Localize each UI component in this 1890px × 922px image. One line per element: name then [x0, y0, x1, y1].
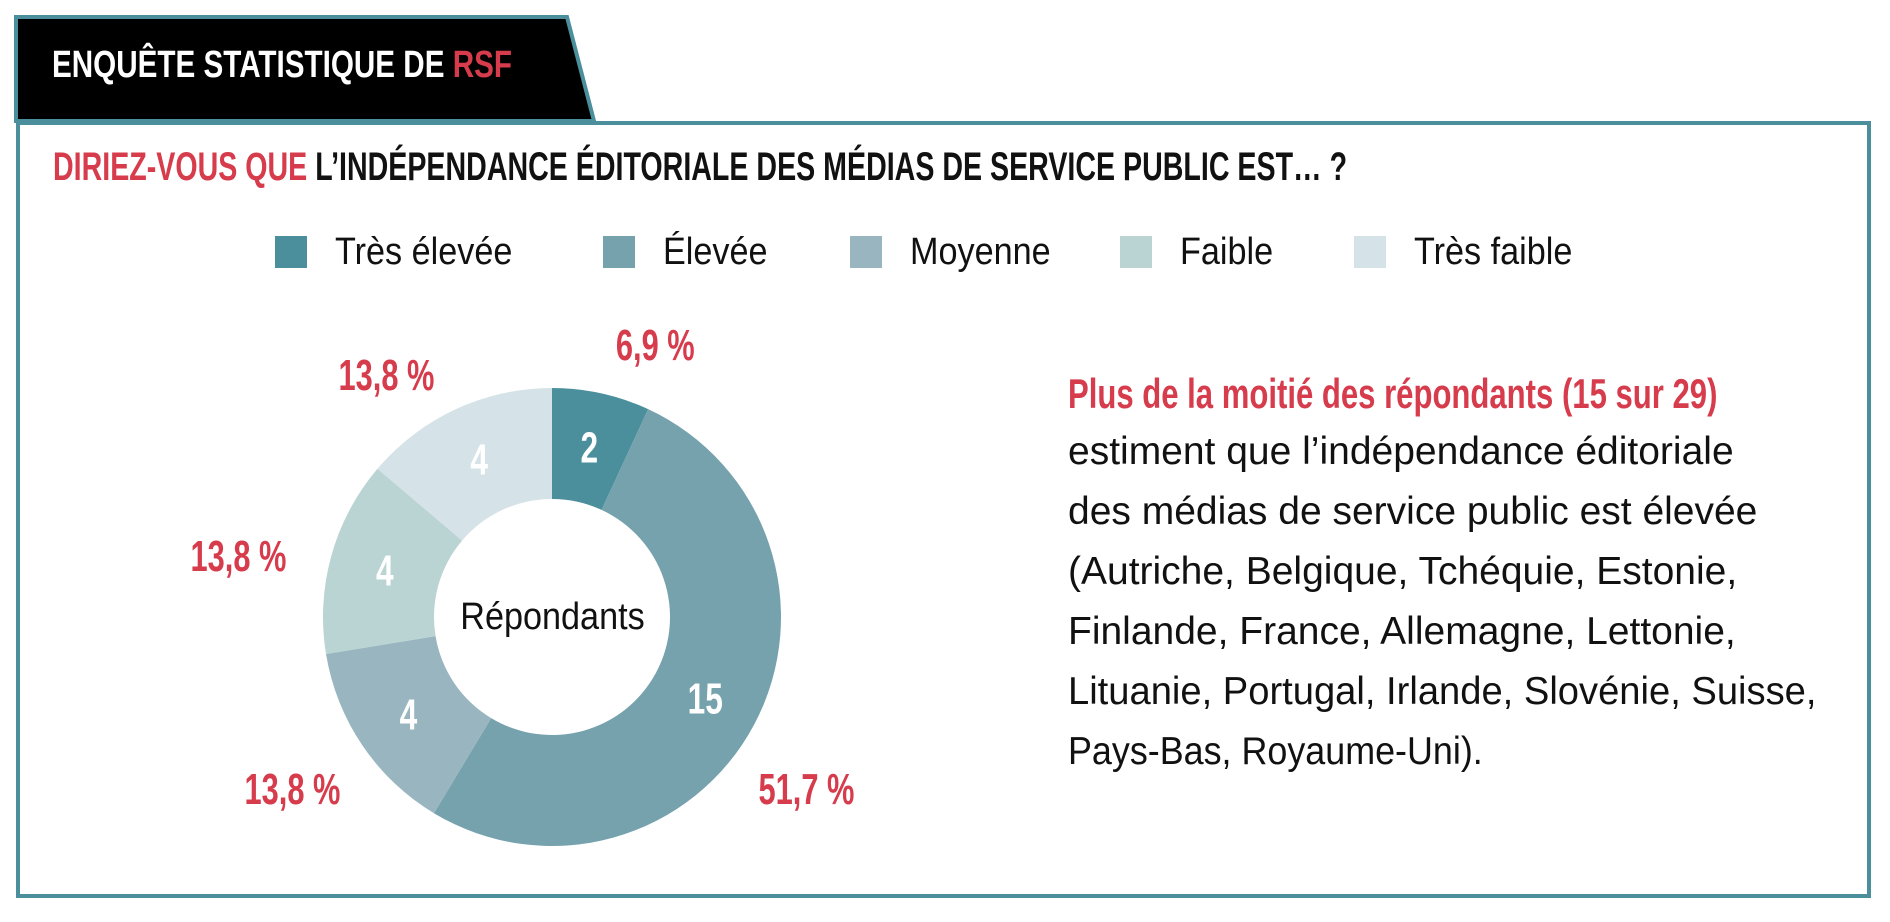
- slice-value-label: 4: [376, 547, 394, 596]
- donut-slice: [326, 636, 492, 814]
- legend-item: Faible: [1120, 228, 1284, 276]
- slice-value-label: 15: [688, 674, 723, 723]
- legend-item: Élevée: [603, 228, 779, 276]
- legend-label: Très faible: [1414, 230, 1573, 273]
- summary-paragraph: Plus de la moitié des répondants (15 sur…: [1068, 366, 1816, 782]
- summary-headline: Plus de la moitié des répondants (15 sur…: [1068, 370, 1718, 417]
- slice-value-label: 4: [400, 690, 418, 739]
- header-brand: RSF: [452, 44, 513, 86]
- slice-percent-label: 6,9 %: [615, 321, 695, 370]
- donut-center-label: Répondants: [459, 595, 645, 638]
- legend-swatch: [275, 236, 307, 268]
- summary-line: Lituanie, Portugal, Irlande, Slovénie, S…: [1068, 670, 1817, 713]
- slice-percent-label: 13,8 %: [338, 351, 434, 400]
- donut-slice: [322, 468, 463, 655]
- summary-line: estiment que l’indépendance éditoriale: [1068, 430, 1734, 473]
- legend-label: Très élevée: [335, 230, 513, 273]
- legend-swatch: [1354, 236, 1386, 268]
- legend-swatch: [603, 236, 635, 268]
- slice-value-label: 4: [470, 436, 488, 485]
- question-lead: DIRIEZ-VOUS QUE: [53, 145, 316, 189]
- legend-item: Très élevée: [275, 228, 532, 276]
- donut-chart: 2 15 4 4 4: [322, 388, 781, 846]
- slice-percent-label: 13,8 %: [244, 765, 340, 814]
- slice-percent-label: 51,7 %: [758, 765, 854, 814]
- summary-line: des médias de service public est élevée: [1068, 490, 1758, 533]
- summary-line: (Autriche, Belgique, Tchéquie, Estonie,: [1068, 550, 1738, 593]
- content-frame: [16, 121, 1871, 898]
- legend-label: Faible: [1180, 230, 1274, 273]
- donut-slice: [433, 409, 781, 846]
- donut-slice: [552, 388, 649, 510]
- chart-title: DIRIEZ-VOUS QUE L’INDÉPENDANCE ÉDITORIAL…: [53, 145, 1347, 190]
- summary-line: Finlande, France, Allemagne, Lettonie,: [1068, 610, 1736, 653]
- slice-percent-label: 13,8 %: [190, 532, 286, 581]
- legend-item: Moyenne: [850, 228, 1066, 276]
- legend-label: Élevée: [663, 230, 768, 273]
- legend-swatch: [1120, 236, 1152, 268]
- slice-value-label: 2: [580, 424, 598, 473]
- summary-line: Pays-Bas, Royaume-Uni).: [1068, 730, 1483, 773]
- header-title-prefix: ENQUÊTE STATISTIQUE DE: [52, 44, 453, 86]
- header-title: ENQUÊTE STATISTIQUE DE RSF: [52, 44, 512, 87]
- legend-swatch: [850, 236, 882, 268]
- donut-slice: [377, 388, 552, 541]
- legend-label: Moyenne: [910, 230, 1051, 273]
- question-text: L’INDÉPENDANCE ÉDITORIALE DES MÉDIAS DE …: [315, 145, 1348, 189]
- legend-item: Très faible: [1354, 228, 1590, 276]
